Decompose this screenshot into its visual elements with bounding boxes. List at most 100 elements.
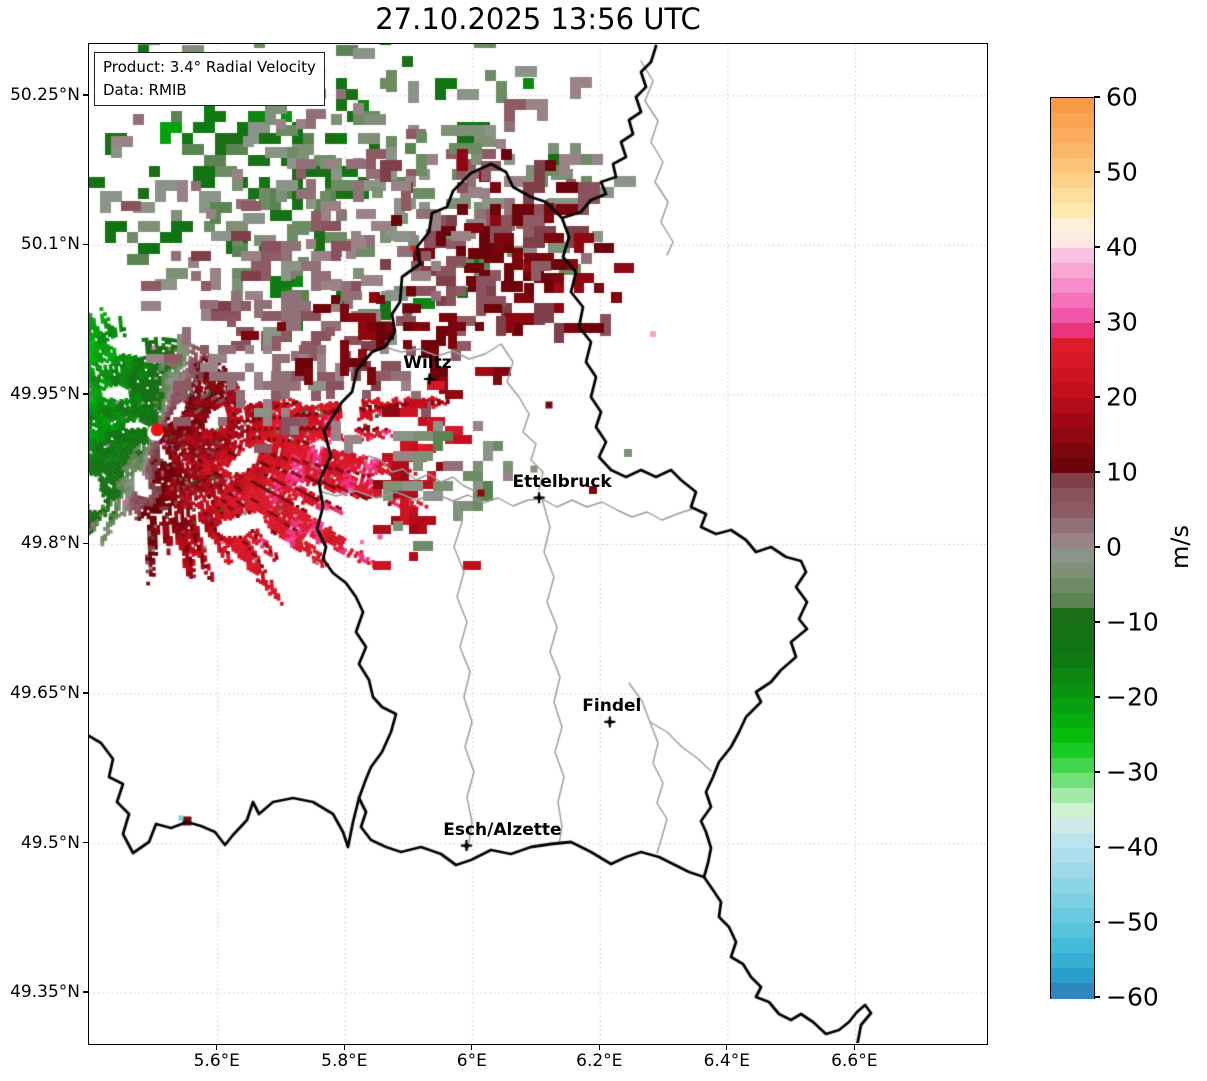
colorbar-band bbox=[1051, 893, 1094, 909]
colorbar-tick bbox=[1094, 546, 1100, 548]
colorbar-tick-label: −60 bbox=[1106, 982, 1159, 1012]
data-source-label: Data: RMIB bbox=[103, 80, 187, 99]
lat-tick-label: 50.25°N bbox=[10, 84, 80, 105]
colorbar-band bbox=[1051, 878, 1094, 894]
colorbar-band bbox=[1051, 638, 1094, 654]
lon-tick-label: 6.6°E bbox=[831, 1051, 878, 1071]
colorbar-unit-label: m/s bbox=[1166, 525, 1194, 569]
colorbar-band bbox=[1051, 113, 1094, 129]
colorbar-band bbox=[1051, 698, 1094, 714]
colorbar-band bbox=[1051, 308, 1094, 324]
colorbar-band bbox=[1051, 398, 1094, 414]
colorbar-band bbox=[1051, 233, 1094, 249]
lon-tick-label: 5.8°E bbox=[321, 1051, 368, 1071]
lat-tick bbox=[83, 841, 88, 844]
colorbar-band bbox=[1051, 473, 1094, 489]
colorbar-tick-label: −40 bbox=[1106, 832, 1159, 862]
city-label: Findel bbox=[582, 695, 642, 716]
lon-tick bbox=[598, 1045, 600, 1050]
lat-tick bbox=[83, 542, 88, 545]
colorbar-band bbox=[1051, 323, 1094, 339]
colorbar-band bbox=[1051, 143, 1094, 159]
colorbar-band bbox=[1051, 803, 1094, 819]
page-title: 27.10.2025 13:56 UTC bbox=[375, 2, 701, 36]
colorbar-tick bbox=[1094, 921, 1100, 923]
lon-tick bbox=[343, 1045, 345, 1050]
colorbar-band bbox=[1051, 203, 1094, 219]
lat-tick bbox=[83, 393, 88, 395]
colorbar-band bbox=[1051, 488, 1094, 504]
colorbar-band bbox=[1051, 458, 1094, 474]
colorbar-tick bbox=[1094, 696, 1100, 698]
colorbar-band bbox=[1051, 533, 1094, 549]
lat-tick-label: 49.35°N bbox=[10, 982, 80, 1003]
colorbar-band bbox=[1051, 593, 1094, 609]
product-info-box: Product: 3.4° Radial Velocity Data: RMIB bbox=[94, 52, 325, 106]
lon-tick bbox=[471, 1045, 473, 1050]
colorbar-band bbox=[1051, 608, 1094, 624]
colorbar-tick bbox=[1094, 246, 1100, 248]
colorbar-band bbox=[1051, 338, 1094, 354]
colorbar-band bbox=[1051, 848, 1094, 864]
colorbar-tick-label: 20 bbox=[1106, 382, 1138, 412]
colorbar-band bbox=[1051, 278, 1094, 294]
radar-map-canvas bbox=[89, 44, 986, 1043]
colorbar-band bbox=[1051, 98, 1094, 114]
colorbar-band bbox=[1051, 623, 1094, 639]
colorbar-band bbox=[1051, 293, 1094, 309]
colorbar-band bbox=[1051, 548, 1094, 564]
colorbar-band bbox=[1051, 923, 1094, 939]
lon-tick-label: 6.2°E bbox=[576, 1051, 623, 1071]
colorbar-tick-label: −20 bbox=[1106, 682, 1159, 712]
colorbar-band bbox=[1051, 383, 1094, 399]
colorbar-band bbox=[1051, 953, 1094, 969]
colorbar-tick-label: 10 bbox=[1106, 457, 1138, 487]
colorbar-band bbox=[1051, 263, 1094, 279]
colorbar-tick bbox=[1094, 96, 1100, 98]
colorbar-tick bbox=[1094, 171, 1100, 173]
colorbar-tick bbox=[1094, 846, 1100, 848]
colorbar-tick bbox=[1094, 471, 1100, 473]
colorbar-band bbox=[1051, 743, 1094, 759]
colorbar-band bbox=[1051, 818, 1094, 834]
map-plot-area: Product: 3.4° Radial Velocity Data: RMIB… bbox=[88, 43, 988, 1045]
colorbar-band bbox=[1051, 968, 1094, 984]
colorbar-band bbox=[1051, 653, 1094, 669]
colorbar-tick bbox=[1094, 621, 1100, 623]
colorbar-tick bbox=[1094, 396, 1100, 398]
colorbar-tick-label: 0 bbox=[1106, 532, 1122, 562]
lat-tick bbox=[83, 243, 88, 246]
lon-tick bbox=[216, 1045, 218, 1050]
colorbar-band bbox=[1051, 158, 1094, 174]
lat-tick-label: 49.95°N bbox=[10, 383, 80, 404]
colorbar-band bbox=[1051, 518, 1094, 534]
lat-tick bbox=[83, 991, 88, 993]
colorbar-band bbox=[1051, 428, 1094, 444]
colorbar-band bbox=[1051, 938, 1094, 954]
colorbar-band bbox=[1051, 728, 1094, 744]
lon-tick-label: 6.4°E bbox=[703, 1051, 750, 1071]
colorbar-band bbox=[1051, 863, 1094, 879]
colorbar-tick-label: −30 bbox=[1106, 757, 1159, 787]
colorbar-band bbox=[1051, 908, 1094, 924]
city-label: Ettelbruck bbox=[512, 471, 612, 492]
lon-tick bbox=[853, 1045, 855, 1050]
lat-tick-label: 49.5°N bbox=[20, 832, 80, 853]
colorbar-band bbox=[1051, 503, 1094, 519]
colorbar-band bbox=[1051, 773, 1094, 789]
colorbar-band bbox=[1051, 443, 1094, 459]
colorbar-band bbox=[1051, 248, 1094, 264]
colorbar-band bbox=[1051, 173, 1094, 189]
colorbar-band bbox=[1051, 713, 1094, 729]
lon-tick-label: 6°E bbox=[456, 1051, 487, 1071]
colorbar-tick-label: −50 bbox=[1106, 907, 1159, 937]
colorbar-tick-label: 30 bbox=[1106, 307, 1138, 337]
city-label: Esch/Alzette bbox=[443, 819, 562, 840]
colorbar-band bbox=[1051, 683, 1094, 699]
colorbar-band bbox=[1051, 218, 1094, 234]
city-label: Wiltz bbox=[403, 352, 452, 373]
lon-tick-label: 5.6°E bbox=[193, 1051, 240, 1071]
colorbar-tick bbox=[1094, 771, 1100, 773]
colorbar bbox=[1050, 97, 1095, 999]
